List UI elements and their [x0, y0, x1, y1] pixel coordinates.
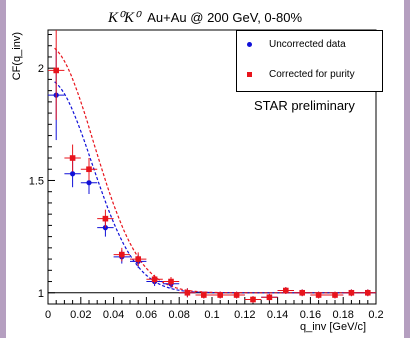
x-tick-label: 0.12 [234, 309, 255, 321]
x-tick-label: 0.2 [368, 309, 383, 321]
data-point-corrected [315, 292, 322, 298]
legend-label-uncorrected: Uncorrected data [269, 39, 346, 50]
x-axis-label: q_inv [GeV/c] [300, 321, 366, 333]
data-point-corrected [332, 292, 338, 298]
title-text: Au+Au @ 200 GeV, 0-80% [147, 10, 303, 25]
x-tick-label: 0.18 [332, 309, 353, 321]
fit-curve-0 [54, 81, 373, 294]
x-tick-label: 0.06 [136, 309, 157, 321]
data-point-corrected [250, 296, 256, 303]
data-point-corrected [151, 276, 158, 283]
legend-marker-circle [243, 39, 255, 50]
data-point-corrected [135, 256, 141, 262]
data-point-corrected [53, 67, 59, 74]
legend-label-corrected: Corrected for purity [269, 69, 355, 80]
star-preliminary-label: STAR preliminary [254, 98, 355, 113]
data-point-corrected [365, 289, 371, 296]
data-point-corrected [233, 292, 240, 298]
data-point-uncorrected [86, 180, 92, 186]
data-point-corrected [283, 287, 289, 294]
x-tick-label: 0.14 [267, 309, 288, 321]
plot-area: 0 0.02 0.04 0.06 0.08 0.1 0.12 0.14 0.16 0.18 0.2 1… [11, 29, 384, 333]
data-point-corrected [201, 292, 207, 298]
data-point-corrected [348, 289, 355, 296]
legend-marker-square [243, 69, 255, 80]
title-math: K⁰K⁰ [107, 10, 141, 26]
data-point-corrected [266, 294, 273, 301]
x-tick-label: 0 [45, 309, 51, 321]
data-point-uncorrected [70, 171, 76, 177]
legend: Uncorrected data Corrected for purity [236, 30, 383, 92]
y-tick-label: 1 [38, 288, 44, 300]
data-point-corrected [168, 278, 174, 285]
chart-frame: K⁰K⁰ Au+Au @ 200 GeV, 0-80% 0 0.02 0.04 0.0… [6, 0, 404, 338]
chart-title: K⁰K⁰ Au+Au @ 200 GeV, 0-80% [6, 8, 404, 27]
x-tick-label: 0.02 [70, 309, 91, 321]
data-point-corrected [69, 155, 76, 161]
x-tick-label: 0.1 [204, 309, 219, 321]
legend-entry-corrected: Corrected for purity [243, 69, 355, 80]
data-point-corrected [299, 289, 305, 296]
data-point-corrected [184, 289, 191, 296]
y-axis-label: CF(q_inv) [11, 32, 23, 80]
x-tick-label: 0.16 [300, 309, 321, 321]
data-point-corrected [217, 292, 223, 298]
y-tick-label: 2 [38, 63, 44, 75]
data-point-corrected [102, 215, 109, 222]
x-tick-label: 0.08 [168, 309, 189, 321]
data-point-corrected [119, 251, 125, 258]
x-tick-label: 0.04 [103, 309, 124, 321]
data-point-corrected [86, 166, 92, 173]
y-tick-label: 1.5 [29, 175, 44, 187]
legend-entry-uncorrected: Uncorrected data [243, 39, 346, 50]
